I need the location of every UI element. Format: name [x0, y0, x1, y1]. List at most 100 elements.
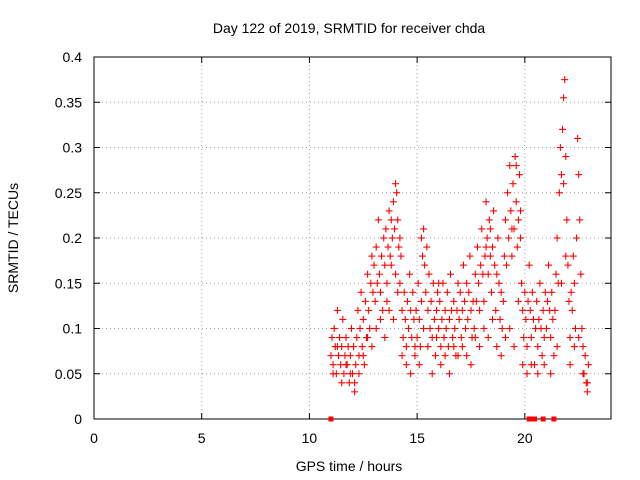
data-point — [387, 261, 395, 269]
data-point — [396, 279, 404, 287]
x-axis-title: GPS time / hours — [296, 458, 403, 474]
data-point — [521, 288, 529, 296]
data-point — [436, 297, 444, 305]
data-point — [388, 234, 396, 242]
data-point — [402, 361, 410, 369]
data-point — [534, 343, 542, 351]
data-point — [508, 225, 516, 233]
data-point — [523, 343, 531, 351]
data-point — [495, 279, 503, 287]
data-point — [562, 153, 570, 161]
data-point — [371, 297, 379, 305]
data-point — [382, 225, 390, 233]
data-point — [396, 234, 404, 242]
data-point-zero — [551, 416, 557, 422]
data-point — [366, 325, 374, 332]
data-point — [445, 370, 453, 378]
data-point — [377, 315, 385, 323]
data-point — [583, 379, 591, 387]
data-point — [384, 243, 392, 251]
data-point — [424, 306, 432, 314]
data-point — [394, 288, 402, 296]
data-point — [357, 288, 365, 296]
y-tick-label: 0.4 — [63, 49, 83, 65]
data-point — [575, 171, 583, 179]
data-point — [508, 252, 516, 260]
data-points — [327, 76, 592, 422]
data-point — [394, 216, 402, 224]
chart-title: Day 122 of 2019, SRMTID for receiver chd… — [213, 20, 486, 36]
data-point — [377, 288, 385, 296]
data-point — [522, 315, 530, 323]
data-point — [491, 261, 499, 269]
data-point — [342, 334, 350, 342]
data-point — [449, 334, 457, 342]
data-point — [328, 334, 336, 342]
y-tick-label: 0.25 — [55, 185, 82, 201]
y-axis-title: SRMTID / TECUs — [5, 183, 21, 293]
data-point — [513, 243, 521, 251]
y-tick-label: 0.35 — [55, 94, 82, 110]
data-point — [347, 325, 355, 332]
data-point — [540, 334, 548, 342]
data-point — [370, 261, 378, 269]
data-point — [493, 270, 501, 278]
data-point — [333, 343, 341, 351]
x-tick-label: 5 — [198, 430, 206, 446]
data-point — [494, 234, 502, 242]
data-point — [389, 315, 397, 323]
data-point — [482, 243, 490, 251]
data-point — [412, 306, 420, 314]
data-point — [351, 379, 359, 387]
data-point — [556, 144, 564, 151]
data-point — [535, 315, 543, 323]
data-point — [518, 279, 526, 287]
data-point — [467, 306, 475, 314]
data-point — [575, 334, 583, 342]
data-point — [489, 243, 497, 251]
x-tick-labels: 0 5 10 15 20 — [90, 430, 533, 446]
data-point — [476, 306, 484, 314]
data-point — [548, 288, 556, 296]
data-point — [473, 243, 481, 251]
data-point — [379, 306, 387, 314]
data-point — [392, 270, 400, 278]
data-point — [442, 325, 450, 332]
data-point — [484, 270, 492, 278]
data-point — [547, 334, 555, 342]
data-point — [417, 297, 425, 305]
data-point — [364, 334, 372, 342]
data-point — [524, 297, 532, 305]
data-point — [381, 261, 389, 269]
data-point — [383, 279, 391, 287]
data-point — [372, 243, 380, 251]
data-point — [402, 343, 410, 351]
data-point — [356, 325, 364, 332]
data-point — [569, 252, 577, 260]
data-point — [391, 225, 399, 233]
data-point — [458, 306, 466, 314]
data-point — [399, 334, 407, 342]
data-point — [327, 352, 335, 360]
data-point — [561, 76, 569, 84]
data-point — [463, 279, 471, 287]
data-point — [447, 270, 455, 278]
data-point — [534, 370, 542, 378]
data-point — [433, 306, 441, 314]
data-point — [583, 388, 591, 396]
data-point — [553, 343, 561, 351]
data-point — [487, 288, 495, 296]
data-point — [372, 325, 380, 332]
data-point — [496, 315, 504, 323]
data-point — [419, 252, 427, 260]
data-point-zero — [526, 416, 532, 422]
data-point — [459, 261, 467, 269]
data-point — [550, 352, 558, 360]
y-tick-label: 0 — [74, 411, 82, 427]
data-point — [566, 334, 574, 342]
data-point — [514, 216, 522, 224]
data-point — [433, 334, 441, 342]
data-point — [512, 162, 520, 170]
data-point — [338, 379, 346, 387]
data-point — [536, 279, 544, 287]
